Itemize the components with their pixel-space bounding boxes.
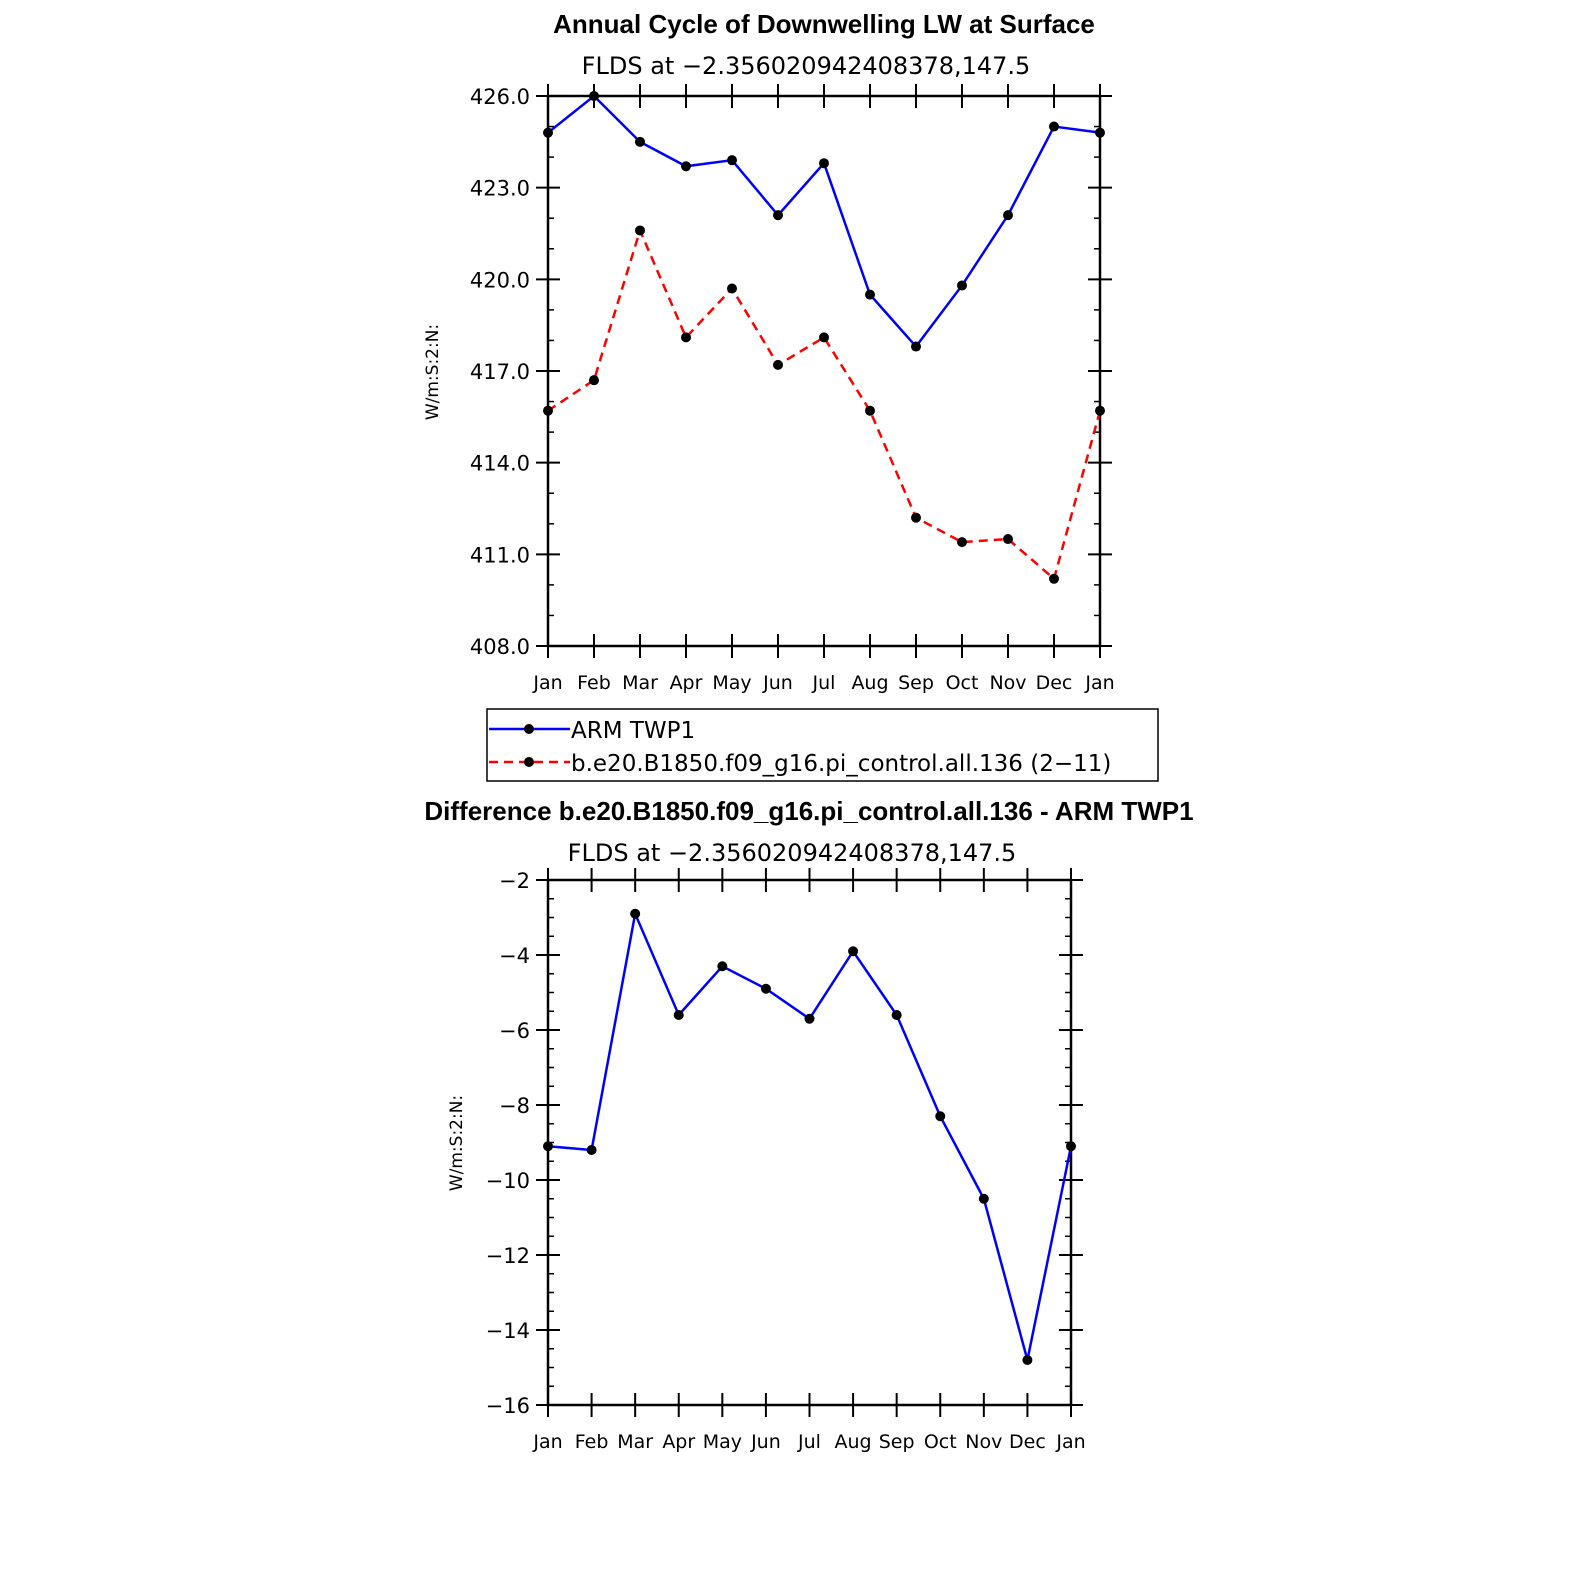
chart2-series-1-point xyxy=(673,1010,684,1020)
chart2-series-1-point xyxy=(935,1111,946,1122)
chart1-series-2-point xyxy=(543,405,553,416)
legend-marker-series2 xyxy=(524,757,534,767)
chart2-series-1-point xyxy=(717,961,728,972)
chart2-xtick-label: Jul xyxy=(797,1431,821,1453)
chart1-xtick-label: Jul xyxy=(812,672,836,694)
chart2-xtick-label: Jan xyxy=(532,1431,562,1453)
chart1-series-2-point xyxy=(727,283,737,294)
chart1-ytick-label: 420.0 xyxy=(470,268,530,292)
chart2-xtick-label: Jun xyxy=(750,1431,781,1453)
chart1-xtick-label: Feb xyxy=(577,672,611,694)
chart1-frame xyxy=(546,94,1102,648)
chart1-ytick-label: 423.0 xyxy=(470,177,530,201)
chart2-ytick-label: −14 xyxy=(486,1319,530,1343)
chart1-series-1-point xyxy=(865,289,875,300)
chart2-series-1-point xyxy=(978,1193,989,1204)
chart1-ytick-label: 426.0 xyxy=(470,85,530,109)
chart2-series-1-point xyxy=(586,1145,597,1155)
chart1-ytick-label: 417.0 xyxy=(470,360,530,384)
chart1-series-2-point xyxy=(681,332,691,343)
chart1-xtick-label: Oct xyxy=(946,672,979,694)
chart2-plot: −16 −14 −12 −10 −8 −6 −4 −2 Jan Feb Mar Apr May Jun Ju… xyxy=(486,868,1086,1453)
chart1-series-line-1 xyxy=(547,94,1101,349)
chart2-ytick-label: −8 xyxy=(499,1094,530,1118)
chart2-series-1-point xyxy=(804,1013,815,1024)
legend-box xyxy=(486,708,1159,782)
chart1-series-1-point xyxy=(589,91,599,101)
chart2-xtick-label: Sep xyxy=(879,1431,915,1453)
chart1-xtick-label: Aug xyxy=(851,672,888,694)
chart1-title: Annual Cycle of Downwelling LW at Surfac… xyxy=(553,9,1095,39)
chart1-subtitle: FLDS at −2.356020942408378,147.5 xyxy=(582,52,1031,80)
chart1-ytick-label: 414.0 xyxy=(470,452,530,476)
chart2-series-1-point xyxy=(630,908,641,919)
chart1-series-1-point xyxy=(681,161,691,172)
chart1-xtick-label: Mar xyxy=(622,672,658,694)
chart1-ytick-label: 408.0 xyxy=(470,635,530,659)
chart1-series-2-point xyxy=(1095,405,1105,416)
chart2-ytick-label: −10 xyxy=(486,1169,530,1193)
chart2-xtick-label: Mar xyxy=(617,1431,653,1453)
chart2-xtick-label: Dec xyxy=(1009,1431,1046,1453)
chart1-xtick-label: Dec xyxy=(1036,672,1073,694)
chart1-series-1-point xyxy=(727,155,737,166)
chart2-series-1-point xyxy=(760,983,771,994)
chart2-series-1-point xyxy=(543,1141,553,1152)
chart2-series-1-point xyxy=(891,1010,902,1020)
chart1-xtick-label: Jan xyxy=(532,672,562,694)
chart1-series-1-point xyxy=(773,210,783,221)
chart1-series-2-point xyxy=(957,537,967,548)
chart1-series-1-point xyxy=(1095,127,1105,138)
chart1-series-2-point xyxy=(865,405,875,416)
chart1-xtick-label: Sep xyxy=(898,672,934,694)
chart1-xtick-label: Apr xyxy=(670,672,703,694)
legend: ARM TWP1 b.e20.B1850.f09_g16.pi_control.… xyxy=(486,708,1159,782)
chart2-xtick-label: Aug xyxy=(835,1431,872,1453)
chart1-series-line-2 xyxy=(547,226,1102,582)
chart1-series-1-point xyxy=(543,127,553,138)
chart2-ytick-label: −16 xyxy=(486,1394,530,1418)
chart2-series-line-1 xyxy=(547,909,1073,1361)
chart2-xtick-label: Nov xyxy=(965,1431,1002,1453)
chart2-series-1-point xyxy=(1022,1355,1033,1365)
chart2-xtick-label: Apr xyxy=(662,1431,695,1453)
chart2-y-axis-label: W/m:S:2:N: xyxy=(447,1095,467,1191)
chart1-series-2-point xyxy=(773,359,783,370)
chart1-series-1-point xyxy=(1049,121,1059,132)
chart1-series-1-point xyxy=(911,341,921,352)
legend-marker-series1 xyxy=(524,724,534,734)
chart2-xtick-label: Jan xyxy=(1055,1431,1085,1453)
chart1-y-axis-label: W/m:S:2:N: xyxy=(423,324,443,420)
chart2-xtick-label: Oct xyxy=(924,1431,957,1453)
chart1-series-1-point xyxy=(957,280,967,291)
chart2-xtick-label: Feb xyxy=(575,1431,609,1453)
chart2-ytick-label: −12 xyxy=(486,1244,530,1268)
chart2-ytick-label: −2 xyxy=(499,869,530,893)
chart1-series-2-point xyxy=(589,375,599,386)
chart2-ytick-label: −4 xyxy=(499,944,530,968)
chart2-series-1-point xyxy=(848,946,859,957)
chart2-series-1-point xyxy=(1066,1141,1076,1152)
chart2-title: Difference b.e20.B1850.f09_g16.pi_contro… xyxy=(424,796,1193,826)
chart1-series-2-point xyxy=(911,512,921,523)
chart1-plot: 408.0 411.0 414.0 417.0 420.0 423.0 426.0 Jan Fe… xyxy=(470,84,1115,694)
chart1-xtick-label: May xyxy=(712,672,751,694)
chart1-series-1-point xyxy=(635,136,645,147)
chart1-series-1-point xyxy=(819,158,829,169)
chart1-series-2-point xyxy=(1049,573,1059,584)
chart1-ytick-label: 411.0 xyxy=(470,543,530,567)
legend-label-series2: b.e20.B1850.f09_g16.pi_control.all.136 (… xyxy=(571,751,1111,777)
chart1-series-1-point xyxy=(1003,210,1013,221)
chart1-xtick-label: Jun xyxy=(762,672,793,694)
chart2-xtick-label: May xyxy=(703,1431,742,1453)
chart1-series-2-point xyxy=(1003,534,1013,545)
chart1-series-2-point xyxy=(819,332,829,343)
chart2-ytick-label: −6 xyxy=(499,1019,530,1043)
chart2-subtitle: FLDS at −2.356020942408378,147.5 xyxy=(568,839,1017,867)
chart1-series-2-point xyxy=(635,225,645,236)
legend-label-series1: ARM TWP1 xyxy=(571,718,695,744)
chart1-xtick-label: Nov xyxy=(989,672,1026,694)
chart1-xtick-label: Jan xyxy=(1084,672,1114,694)
